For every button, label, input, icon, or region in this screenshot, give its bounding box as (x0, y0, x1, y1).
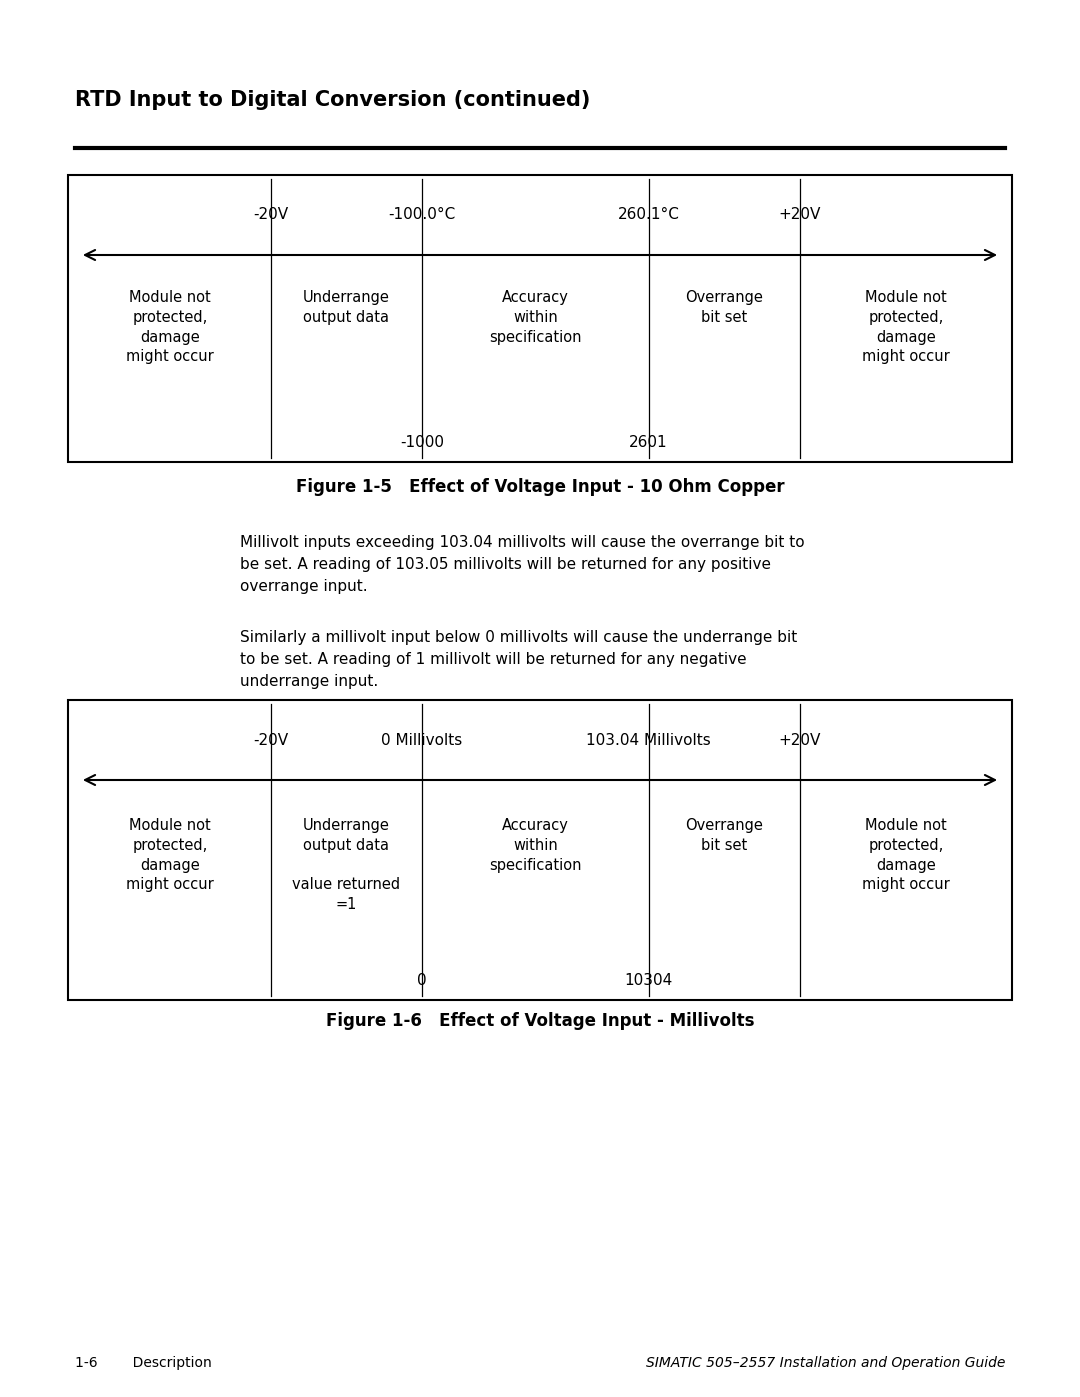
Text: +20V: +20V (779, 207, 821, 222)
Text: 1-6        Description: 1-6 Description (75, 1356, 212, 1370)
Bar (68, 700, 1012, 1000)
Text: Module not
protected,
damage
might occur: Module not protected, damage might occur (863, 291, 950, 365)
Text: Overrange
bit set: Overrange bit set (685, 819, 762, 852)
Text: Module not
protected,
damage
might occur: Module not protected, damage might occur (126, 291, 214, 365)
Text: underrange input.: underrange input. (240, 673, 378, 689)
Text: be set. A reading of 103.05 millivolts will be returned for any positive: be set. A reading of 103.05 millivolts w… (240, 557, 771, 571)
Text: overrange input.: overrange input. (240, 578, 367, 594)
Text: 2601: 2601 (630, 434, 667, 450)
Text: -20V: -20V (254, 733, 288, 747)
Text: Accuracy
within
specification: Accuracy within specification (489, 291, 581, 345)
Text: RTD Input to Digital Conversion (continued): RTD Input to Digital Conversion (continu… (75, 89, 591, 110)
Bar (68, 175, 1012, 462)
Text: Underrange
output data: Underrange output data (303, 291, 390, 324)
Text: -1000: -1000 (400, 434, 444, 450)
Text: Module not
protected,
damage
might occur: Module not protected, damage might occur (863, 819, 950, 893)
Text: 0: 0 (417, 972, 427, 988)
Text: 0 Millivolts: 0 Millivolts (381, 733, 462, 747)
Text: to be set. A reading of 1 millivolt will be returned for any negative: to be set. A reading of 1 millivolt will… (240, 652, 746, 666)
Text: -20V: -20V (254, 207, 288, 222)
Text: +20V: +20V (779, 733, 821, 747)
Text: -100.0°C: -100.0°C (389, 207, 456, 222)
Text: Similarly a millivolt input below 0 millivolts will cause the underrange bit: Similarly a millivolt input below 0 mill… (240, 630, 797, 645)
Text: SIMATIC 505–2557 Installation and Operation Guide: SIMATIC 505–2557 Installation and Operat… (646, 1356, 1005, 1370)
Text: Underrange
output data

value returned
=1: Underrange output data value returned =1 (293, 819, 401, 912)
Text: Figure 1-6   Effect of Voltage Input - Millivolts: Figure 1-6 Effect of Voltage Input - Mil… (326, 1011, 754, 1030)
Text: Overrange
bit set: Overrange bit set (685, 291, 762, 324)
Text: Module not
protected,
damage
might occur: Module not protected, damage might occur (126, 819, 214, 893)
Text: 260.1°C: 260.1°C (618, 207, 679, 222)
Text: Accuracy
within
specification: Accuracy within specification (489, 819, 581, 873)
Text: Millivolt inputs exceeding 103.04 millivolts will cause the overrange bit to: Millivolt inputs exceeding 103.04 milliv… (240, 535, 805, 550)
Text: 103.04 Millivolts: 103.04 Millivolts (586, 733, 711, 747)
Text: Figure 1-5   Effect of Voltage Input - 10 Ohm Copper: Figure 1-5 Effect of Voltage Input - 10 … (296, 478, 784, 496)
Text: 10304: 10304 (624, 972, 673, 988)
